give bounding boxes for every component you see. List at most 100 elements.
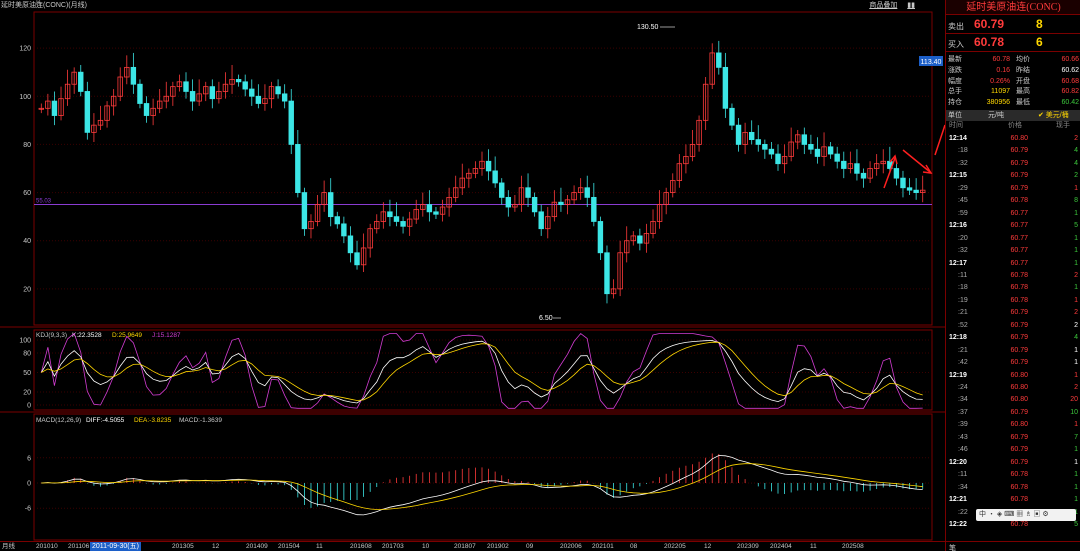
candle-body [334,216,340,225]
chart-links[interactable]: 商品叠加 ▮▮ [861,0,915,10]
candle-body [860,172,867,179]
tick-volume: 2 [1074,271,1078,279]
unit-selector[interactable]: 单位 元/吨 ✔ 美元/桶 [946,110,1080,121]
panel-footer[interactable]: 笔 [946,541,1080,551]
macd-diff-value: DIFF:-4.5055 [86,417,125,424]
tick-volume: 4 [1074,334,1078,342]
layout-link[interactable]: ▮▮ [907,2,915,9]
candle-body [209,86,216,100]
kdj-d-value: D:25.9649 [112,332,142,339]
tick-time: 12:17 [949,259,967,267]
overlay-link[interactable]: 商品叠加 [869,2,898,9]
tick-row: 12:15 60.79 2 [946,170,1080,183]
candle-body [137,83,143,104]
tick-row: :29 60.79 1 [946,183,1080,196]
price-tick-label: 100 [19,94,31,101]
quote-panel: 延时美原油连(CONC) 卖出 60.79 8 买入 60.78 6 最新 60.… [945,0,1080,551]
ask-row[interactable]: 卖出 60.79 8 [946,16,1080,34]
tick-tab[interactable]: 笔 [949,545,956,551]
candle-body [235,79,242,83]
tick-volume: 2 [1074,384,1078,391]
kdj-tick-label: 20 [23,390,31,397]
stat-value: 380956 [986,99,1010,107]
candle-body [841,160,847,169]
candle-body [321,192,327,206]
tick-time: :29 [958,184,968,192]
candle-body [78,71,84,92]
candle-body [459,177,465,189]
tick-column-header: 时间 价格 现手 [946,121,1080,131]
kdj-tick-label: 50 [23,370,31,377]
candle-body [360,247,367,266]
candle-body [301,192,308,230]
candle-body [597,221,604,254]
tick-volume: 1 [1074,247,1078,255]
tick-time: :18 [958,147,968,155]
tick-row: :42 60.79 1 [946,357,1080,370]
kdj-d-line [41,341,923,401]
tick-row: :24 60.80 2 [946,382,1080,395]
tick-row: :11 60.78 2 [946,270,1080,283]
x-tick-label: 202205 [664,543,686,550]
candle-body [873,163,880,169]
chart-area[interactable]: 延时美原油连(CONC)(月线) K 商品叠加 ▮▮ 20 40 60 80 100 12… [0,0,945,551]
tick-row: 12:17 60.77 1 [946,258,1080,271]
bid-price: 60.78 [974,35,1005,49]
macd-diff-line [41,455,923,516]
ime-toolbar[interactable]: 中 ・ ◈ ⌨ ▦ ♗ ▣ ⚙ [976,509,1076,521]
tick-price: 60.77 [1010,222,1028,230]
candle-body [229,79,235,85]
bid-row[interactable]: 买入 60.78 6 [946,34,1080,52]
candle-body [393,216,400,222]
tick-price: 60.78 [1010,197,1028,205]
chart-topbar: 延时美原油连(CONC)(月线) K 商品叠加 ▮▮ [0,0,945,10]
tick-time: 12:16 [949,222,967,230]
stat-value: 60.62 [1061,66,1079,74]
candle-body [485,160,492,172]
stat-key: 最低 [1016,99,1030,107]
macd-hist-value: MACD:-1.3639 [179,417,222,424]
candle-body [689,144,696,157]
tick-price: 60.78 [1010,284,1028,292]
tick-price: 60.79 [1010,433,1028,441]
stat-value: 60.78 [992,56,1010,63]
candle-body [51,100,58,116]
annotation-arrow-head [889,154,898,165]
candle-body [426,204,433,213]
stat-key: 开盘 [1016,77,1030,85]
candle-body [775,153,781,165]
candle-body [387,211,393,218]
macd-title: MACD(12,26,9) [36,417,81,424]
tick-price: 60.80 [1010,384,1028,391]
tick-volume: 1 [1074,284,1078,292]
kdj-panel-frame [33,329,933,411]
stat-value: 0.16 [996,66,1010,74]
candle-body [729,107,735,126]
stat-row: 涨跌 0.16 昨结 60.62 [946,66,1080,77]
candle-body [222,83,229,92]
unit-option-usd[interactable]: ✔ 美元/桶 [1038,112,1069,119]
candle-body [702,83,709,121]
tick-price: 60.78 [1010,271,1028,279]
tick-time: :37 [958,408,968,416]
candle-body [821,146,827,157]
x-tick-label: 201703 [382,543,404,550]
stat-key: 总手 [948,88,962,96]
tick-volume: 4 [1074,159,1078,167]
candle-body [255,95,262,104]
unit-option-yuan[interactable]: 元/吨 [988,112,1004,119]
tick-volume: 1 [1074,446,1078,454]
tick-time: :21 [958,346,968,354]
candle-body [347,235,354,254]
candle-body [420,204,426,210]
tick-row: 12:21 60.78 1 [946,494,1080,507]
candle-body [196,93,202,102]
candle-body [110,95,117,107]
tick-volume: 20 [1070,396,1078,404]
x-tick-label: 08 [630,543,638,550]
tick-time: :34 [958,483,968,491]
tick-time: 12:19 [949,371,967,379]
kdj-k-line [40,340,923,404]
price-tick-label: 20 [23,286,31,293]
candlestick-chart[interactable]: 2040608010012055.03130.506.50113.4002050… [0,0,945,541]
